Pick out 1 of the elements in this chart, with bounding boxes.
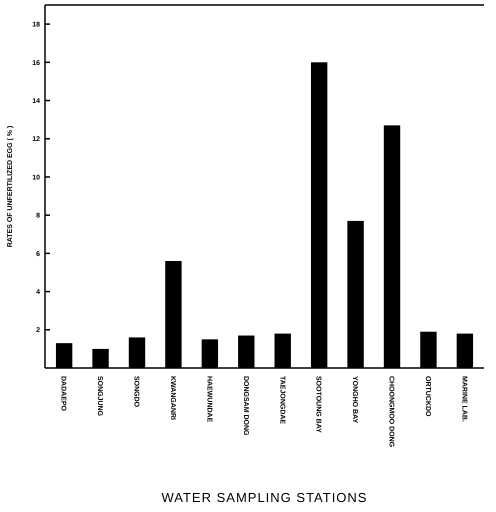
x-axis-title: WATER SAMPLING STATIONS xyxy=(162,490,368,505)
